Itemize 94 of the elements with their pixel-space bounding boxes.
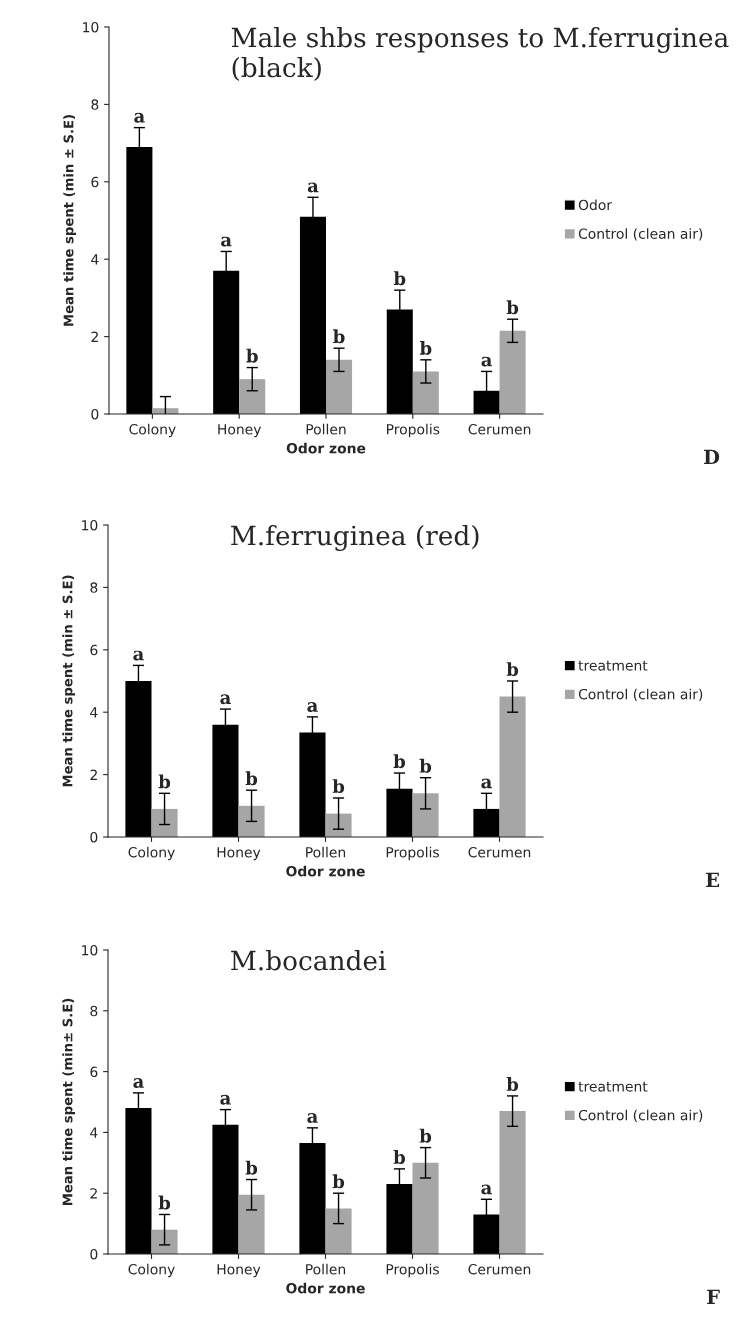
y-tick-label: 4 bbox=[90, 1127, 98, 1138]
legend-label: treatment bbox=[578, 1081, 648, 1092]
y-tick-label: 8 bbox=[91, 99, 99, 110]
data-label: a bbox=[481, 1184, 492, 1195]
data-label: b bbox=[419, 758, 432, 773]
bar bbox=[412, 793, 439, 837]
x-tick-label: Pollen bbox=[306, 423, 346, 435]
data-label: a bbox=[307, 1113, 318, 1123]
chart-title: M.ferruginea (red) bbox=[231, 525, 479, 551]
y-tick-label: 4 bbox=[91, 254, 99, 265]
legend-label: Control (clean air) bbox=[578, 688, 703, 702]
data-label: b bbox=[506, 300, 519, 315]
bar bbox=[325, 1208, 352, 1254]
x-tick-label: Colony bbox=[128, 846, 175, 861]
text: Male shbs responses to M.ferruginea (black) bbox=[231, 27, 729, 82]
x-tick-label: Colony bbox=[128, 1263, 175, 1278]
text: E bbox=[706, 872, 719, 887]
bar bbox=[412, 371, 439, 414]
chart-title: M.bocandei bbox=[231, 950, 386, 971]
data-label: a bbox=[481, 778, 492, 789]
x-tick-label: Honey bbox=[217, 847, 261, 861]
text: F bbox=[707, 1289, 720, 1304]
x-tick-label: Pollen bbox=[306, 846, 346, 858]
x-tick-label: Propolis bbox=[386, 1263, 439, 1278]
x-tick-label: Cerumen bbox=[468, 423, 531, 435]
bar bbox=[499, 330, 526, 414]
data-label: b bbox=[333, 329, 345, 344]
data-label: b bbox=[393, 754, 406, 769]
y-tick-label: 2 bbox=[91, 331, 98, 342]
data-label: b bbox=[332, 779, 345, 794]
legend-label: treatment bbox=[578, 660, 648, 671]
y-axis-title: Mean time spent (min ± S.E) bbox=[63, 115, 77, 326]
y-tick-label: 6 bbox=[90, 1066, 98, 1078]
x-tick-label: Cerumen bbox=[468, 846, 531, 858]
x-tick-label: Pollen bbox=[306, 1263, 346, 1275]
bar bbox=[238, 1194, 265, 1254]
x-tick-label: Honey bbox=[218, 424, 262, 438]
y-tick-label: 2 bbox=[90, 1188, 97, 1199]
y-tick-label: 0 bbox=[90, 831, 98, 843]
data-label: a bbox=[220, 1094, 231, 1105]
legend-label: Odor bbox=[578, 199, 613, 211]
bar bbox=[325, 813, 352, 837]
data-label: b bbox=[245, 1160, 258, 1175]
bar bbox=[239, 379, 266, 414]
y-tick-label: 0 bbox=[91, 408, 99, 420]
data-label: a bbox=[307, 702, 318, 712]
y-tick-label: 10 bbox=[82, 944, 98, 956]
y-axis-title: Mean time spent (min± S.E) bbox=[62, 998, 76, 1206]
bar bbox=[412, 1162, 439, 1254]
data-label: b bbox=[246, 348, 258, 363]
y-tick-label: 10 bbox=[82, 519, 98, 531]
bar bbox=[499, 1111, 526, 1254]
y-tick-label: 8 bbox=[90, 1005, 98, 1017]
data-label: b bbox=[393, 1150, 406, 1164]
legend-label: Control (clean air) bbox=[578, 228, 703, 241]
bar bbox=[238, 805, 265, 837]
y-tick-label: 8 bbox=[90, 582, 98, 593]
x-tick-label: Colony bbox=[129, 423, 176, 438]
data-label: b bbox=[506, 1077, 519, 1092]
bar bbox=[151, 808, 178, 837]
data-label: a bbox=[134, 112, 145, 123]
x-axis-title: Odor zone bbox=[286, 1282, 365, 1294]
data-label: b bbox=[419, 340, 432, 355]
y-tick-label: 4 bbox=[90, 707, 98, 718]
text: D bbox=[704, 449, 720, 464]
data-label: b bbox=[245, 771, 258, 786]
data-label: b bbox=[158, 1195, 171, 1210]
data-label: a bbox=[133, 1078, 144, 1088]
data-label: b bbox=[158, 774, 171, 789]
bar bbox=[151, 1229, 178, 1254]
bar bbox=[499, 696, 526, 837]
y-tick-label: 0 bbox=[90, 1248, 98, 1260]
x-tick-label: Propolis bbox=[386, 846, 439, 861]
data-label: a bbox=[133, 650, 144, 661]
data-label: b bbox=[393, 271, 406, 286]
data-label: b bbox=[506, 662, 519, 677]
data-label: a bbox=[307, 182, 319, 193]
data-label: a bbox=[221, 236, 232, 247]
y-tick-label: 10 bbox=[83, 21, 99, 33]
data-label: a bbox=[481, 356, 493, 367]
y-tick-label: 2 bbox=[90, 769, 97, 780]
y-tick-label: 6 bbox=[90, 644, 98, 656]
x-tick-label: Honey bbox=[217, 1264, 261, 1278]
data-label: a bbox=[220, 694, 231, 705]
x-tick-label: Cerumen bbox=[468, 1263, 531, 1275]
data-label: b bbox=[419, 1128, 432, 1143]
bar bbox=[326, 359, 353, 414]
y-axis-title: Mean time spent (min ± S.E) bbox=[62, 575, 76, 787]
y-tick-label: 6 bbox=[91, 176, 99, 188]
x-axis-title: Odor zone bbox=[286, 865, 365, 877]
data-label: b bbox=[332, 1174, 345, 1189]
x-axis-title: Odor zone bbox=[286, 442, 366, 454]
legend-label: Control (clean air) bbox=[578, 1109, 703, 1123]
x-tick-label: Propolis bbox=[387, 423, 440, 438]
